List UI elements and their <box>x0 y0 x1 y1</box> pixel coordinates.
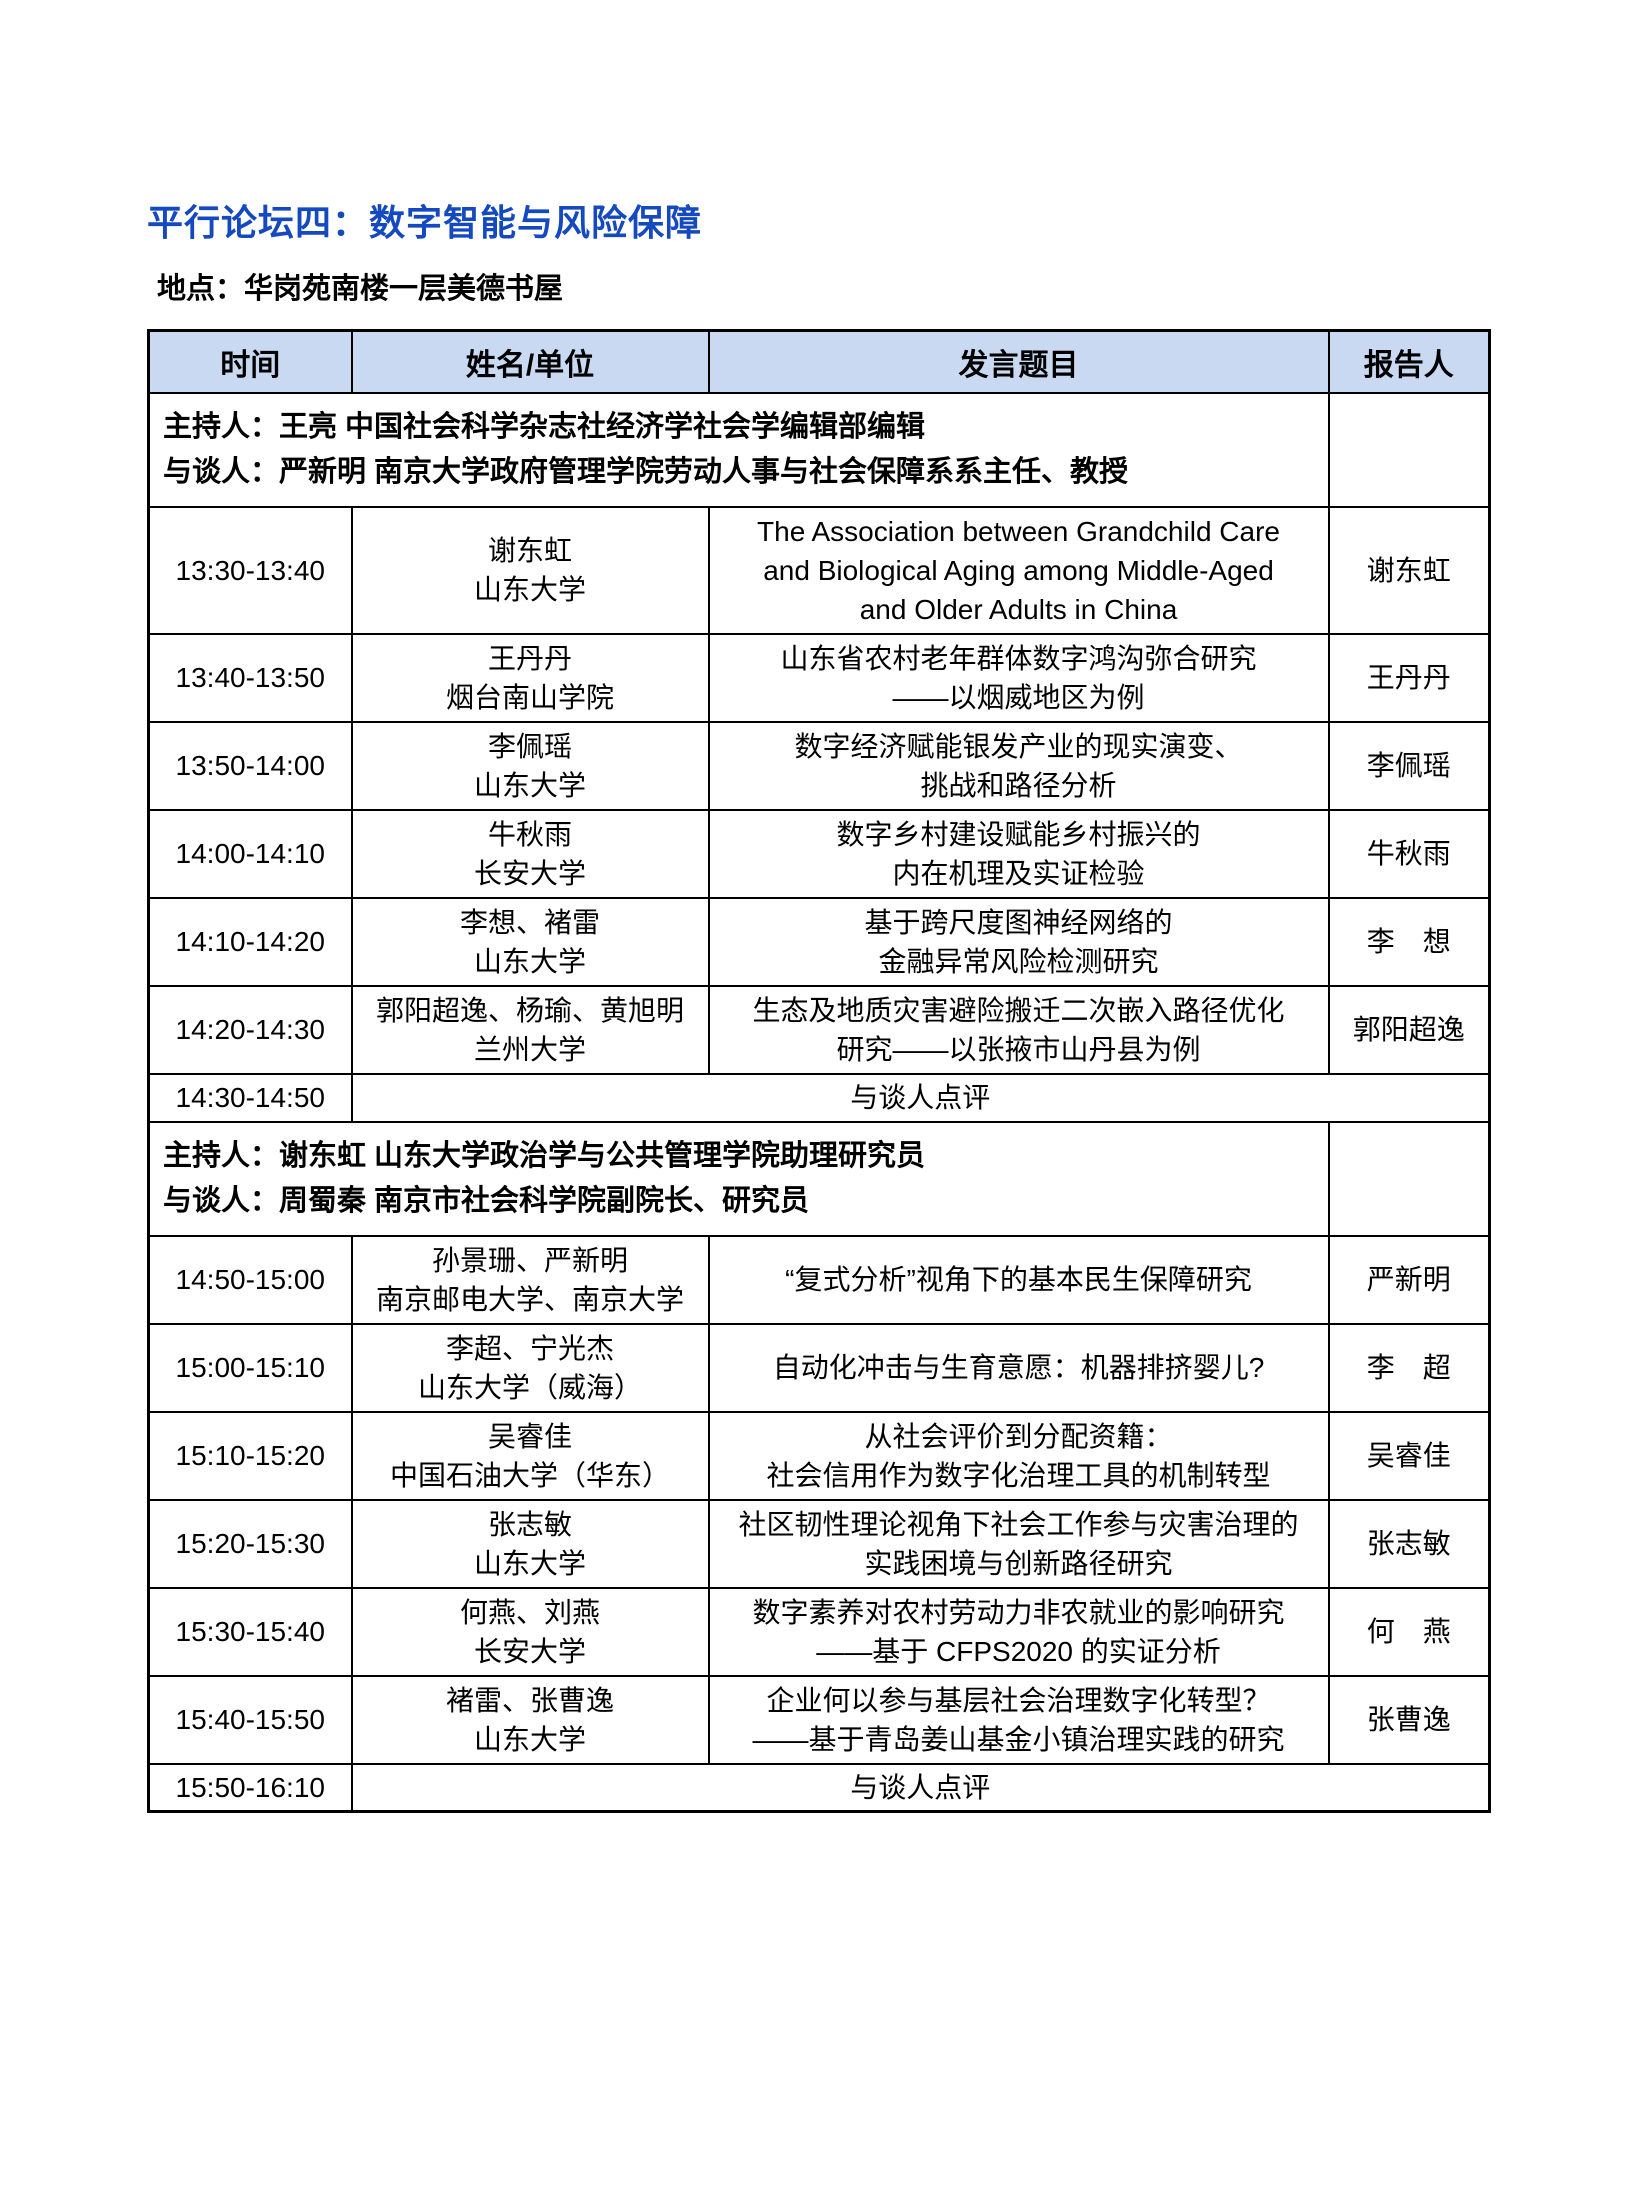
topic-cell: 数字素养对农村劳动力非农就业的影响研究 ——基于 CFPS2020 的实证分析 <box>707 1586 1330 1677</box>
comment-row: 15:50-16:10 与谈人点评 <box>147 1762 1491 1813</box>
session-row: 13:40-13:50 王丹丹 烟台南山学院 山东省农村老年群体数字鸿沟弥合研究 —… <box>147 632 1491 723</box>
speaker-cell: 谢东虹 山东大学 <box>350 505 710 635</box>
time-cell: 14:00-14:10 <box>147 808 353 899</box>
time-cell: 15:40-15:50 <box>147 1674 353 1765</box>
location-line: 地点：华岗苑南楼一层美德书屋 <box>157 273 564 305</box>
comment-cell: 与谈人点评 <box>350 1762 1491 1813</box>
column-header-1: 姓名/单位 <box>350 329 710 394</box>
session-row: 14:10-14:20 李想、褚雷 山东大学 基于跨尺度图神经网络的 金融异常风险检… <box>147 896 1491 987</box>
session-row: 15:30-15:40 何燕、刘燕 长安大学 数字素养对农村劳动力非农就业的影响研究… <box>147 1586 1491 1677</box>
comment-cell: 与谈人点评 <box>350 1072 1491 1123</box>
time-cell: 13:40-13:50 <box>147 632 353 723</box>
moderator-row: 主持人：王亮 中国社会科学杂志社经济学社会学编辑部编辑 与谈人：严新明 南京大学… <box>147 391 1491 508</box>
presenter-cell <box>1327 1120 1491 1237</box>
topic-cell: The Association between Grandchild Care … <box>707 505 1330 635</box>
presenter-cell: 张曹逸 <box>1327 1674 1491 1765</box>
column-header-0: 时间 <box>147 329 353 394</box>
time-cell: 14:20-14:30 <box>147 984 353 1075</box>
topic-cell: 从社会评价到分配资籍： 社会信用作为数字化治理工具的机制转型 <box>707 1410 1330 1501</box>
moderator-cell: 主持人：谢东虹 山东大学政治学与公共管理学院助理研究员 与谈人：周蜀秦 南京市社… <box>147 1120 1330 1237</box>
presenter-cell: 郭阳超逸 <box>1327 984 1491 1075</box>
time-cell: 15:20-15:30 <box>147 1498 353 1589</box>
topic-cell: 企业何以参与基层社会治理数字化转型？ ——基于青岛姜山基金小镇治理实践的研究 <box>707 1674 1330 1765</box>
session-row: 14:00-14:10 牛秋雨 长安大学 数字乡村建设赋能乡村振兴的 内在机理及实证… <box>147 808 1491 899</box>
speaker-cell: 孙景珊、严新明 南京邮电大学、南京大学 <box>350 1234 710 1325</box>
moderator-row: 主持人：谢东虹 山东大学政治学与公共管理学院助理研究员 与谈人：周蜀秦 南京市社… <box>147 1120 1491 1237</box>
session-row: 14:20-14:30 郭阳超逸、杨瑜、黄旭明 兰州大学 生态及地质灾害避险搬迁二次… <box>147 984 1491 1075</box>
presenter-cell: 吴睿佳 <box>1327 1410 1491 1501</box>
speaker-cell: 李想、褚雷 山东大学 <box>350 896 710 987</box>
presenter-cell: 严新明 <box>1327 1234 1491 1325</box>
presenter-cell: 李 想 <box>1327 896 1491 987</box>
time-cell: 14:30-14:50 <box>147 1072 353 1123</box>
session-row: 15:00-15:10 李超、宁光杰 山东大学（威海） 自动化冲击与生育意愿：机器排… <box>147 1322 1491 1413</box>
session-row: 15:10-15:20 吴睿佳 中国石油大学（华东） 从社会评价到分配资籍： 社会信… <box>147 1410 1491 1501</box>
presenter-cell: 李佩瑶 <box>1327 720 1491 811</box>
speaker-cell: 褚雷、张曹逸 山东大学 <box>350 1674 710 1765</box>
presenter-cell: 张志敏 <box>1327 1498 1491 1589</box>
time-cell: 14:10-14:20 <box>147 896 353 987</box>
schedule-table-body: 时间 姓名/单位 发言题目 报告人 主持人：王亮 中国社会科学杂志社经济学社会学编辑部编… <box>147 329 1491 1813</box>
presenter-cell: 何 燕 <box>1327 1586 1491 1677</box>
time-cell: 14:50-15:00 <box>147 1234 353 1325</box>
session-row: 13:30-13:40 谢东虹 山东大学 The Association betwe… <box>147 505 1491 635</box>
session-row: 13:50-14:00 李佩瑶 山东大学 数字经济赋能银发产业的现实演变、 挑战和路… <box>147 720 1491 811</box>
time-cell: 13:30-13:40 <box>147 505 353 635</box>
speaker-cell: 李佩瑶 山东大学 <box>350 720 710 811</box>
topic-cell: 山东省农村老年群体数字鸿沟弥合研究 ——以烟威地区为例 <box>707 632 1330 723</box>
speaker-cell: 何燕、刘燕 长安大学 <box>350 1586 710 1677</box>
speaker-cell: 王丹丹 烟台南山学院 <box>350 632 710 723</box>
time-cell: 13:50-14:00 <box>147 720 353 811</box>
session-row: 14:50-15:00 孙景珊、严新明 南京邮电大学、南京大学 “复式分析”视角下的… <box>147 1234 1491 1325</box>
speaker-cell: 吴睿佳 中国石油大学（华东） <box>350 1410 710 1501</box>
column-header-3: 报告人 <box>1327 329 1491 394</box>
topic-cell: 自动化冲击与生育意愿：机器排挤婴儿? <box>707 1322 1330 1413</box>
comment-row: 14:30-14:50 与谈人点评 <box>147 1072 1491 1123</box>
speaker-cell: 李超、宁光杰 山东大学（威海） <box>350 1322 710 1413</box>
moderator-cell: 主持人：王亮 中国社会科学杂志社经济学社会学编辑部编辑 与谈人：严新明 南京大学… <box>147 391 1330 508</box>
topic-cell: 社区韧性理论视角下社会工作参与灾害治理的 实践困境与创新路径研究 <box>707 1498 1330 1589</box>
presenter-cell: 李 超 <box>1327 1322 1491 1413</box>
topic-cell: 基于跨尺度图神经网络的 金融异常风险检测研究 <box>707 896 1330 987</box>
time-cell: 15:50-16:10 <box>147 1762 353 1813</box>
topic-cell: 生态及地质灾害避险搬迁二次嵌入路径优化 研究——以张掖市山丹县为例 <box>707 984 1330 1075</box>
table-header-row: 时间 姓名/单位 发言题目 报告人 <box>147 329 1491 394</box>
column-header-2: 发言题目 <box>707 329 1330 394</box>
topic-cell: 数字经济赋能银发产业的现实演变、 挑战和路径分析 <box>707 720 1330 811</box>
session-row: 15:40-15:50 褚雷、张曹逸 山东大学 企业何以参与基层社会治理数字化转型？… <box>147 1674 1491 1765</box>
time-cell: 15:30-15:40 <box>147 1586 353 1677</box>
presenter-cell: 牛秋雨 <box>1327 808 1491 899</box>
speaker-cell: 牛秋雨 长安大学 <box>350 808 710 899</box>
topic-cell: 数字乡村建设赋能乡村振兴的 内在机理及实证检验 <box>707 808 1330 899</box>
speaker-cell: 郭阳超逸、杨瑜、黄旭明 兰州大学 <box>350 984 710 1075</box>
session-row: 15:20-15:30 张志敏 山东大学 社区韧性理论视角下社会工作参与灾害治理的 … <box>147 1498 1491 1589</box>
schedule-table: 时间 姓名/单位 发言题目 报告人 主持人：王亮 中国社会科学杂志社经济学社会学编辑部编… <box>147 329 1491 1813</box>
time-cell: 15:10-15:20 <box>147 1410 353 1501</box>
time-cell: 15:00-15:10 <box>147 1322 353 1413</box>
presenter-cell: 谢东虹 <box>1327 505 1491 635</box>
presenter-cell <box>1327 391 1491 508</box>
speaker-cell: 张志敏 山东大学 <box>350 1498 710 1589</box>
topic-cell: “复式分析”视角下的基本民生保障研究 <box>707 1234 1330 1325</box>
presenter-cell: 王丹丹 <box>1327 632 1491 723</box>
page-title: 平行论坛四：数字智能与风险保障 <box>147 202 703 243</box>
